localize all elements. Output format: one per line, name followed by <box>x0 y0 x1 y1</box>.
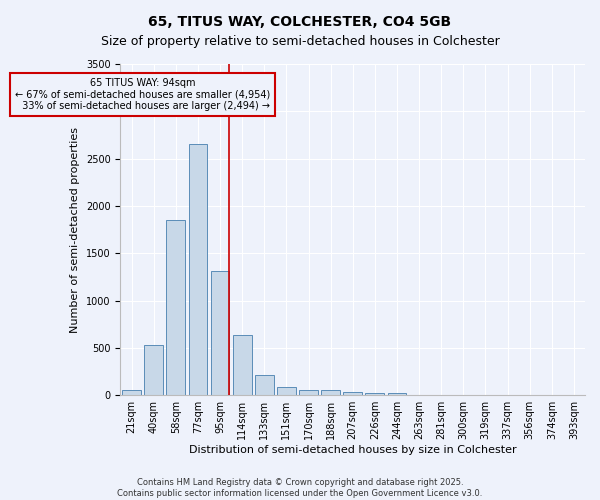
Bar <box>343 392 362 395</box>
Bar <box>122 390 141 395</box>
Bar <box>277 386 296 395</box>
Text: 65, TITUS WAY, COLCHESTER, CO4 5GB: 65, TITUS WAY, COLCHESTER, CO4 5GB <box>148 15 452 29</box>
Bar <box>255 376 274 395</box>
Y-axis label: Number of semi-detached properties: Number of semi-detached properties <box>70 126 80 332</box>
Bar <box>211 271 229 395</box>
Text: Size of property relative to semi-detached houses in Colchester: Size of property relative to semi-detach… <box>101 35 499 48</box>
Text: Contains HM Land Registry data © Crown copyright and database right 2025.
Contai: Contains HM Land Registry data © Crown c… <box>118 478 482 498</box>
Bar <box>166 220 185 395</box>
Bar <box>388 394 406 395</box>
X-axis label: Distribution of semi-detached houses by size in Colchester: Distribution of semi-detached houses by … <box>189 445 517 455</box>
Bar <box>365 394 384 395</box>
Bar <box>144 345 163 395</box>
Bar <box>321 390 340 395</box>
Bar <box>188 144 208 395</box>
Bar <box>233 334 251 395</box>
Bar <box>299 390 318 395</box>
Text: 65 TITUS WAY: 94sqm
← 67% of semi-detached houses are smaller (4,954)
  33% of s: 65 TITUS WAY: 94sqm ← 67% of semi-detach… <box>15 78 270 112</box>
